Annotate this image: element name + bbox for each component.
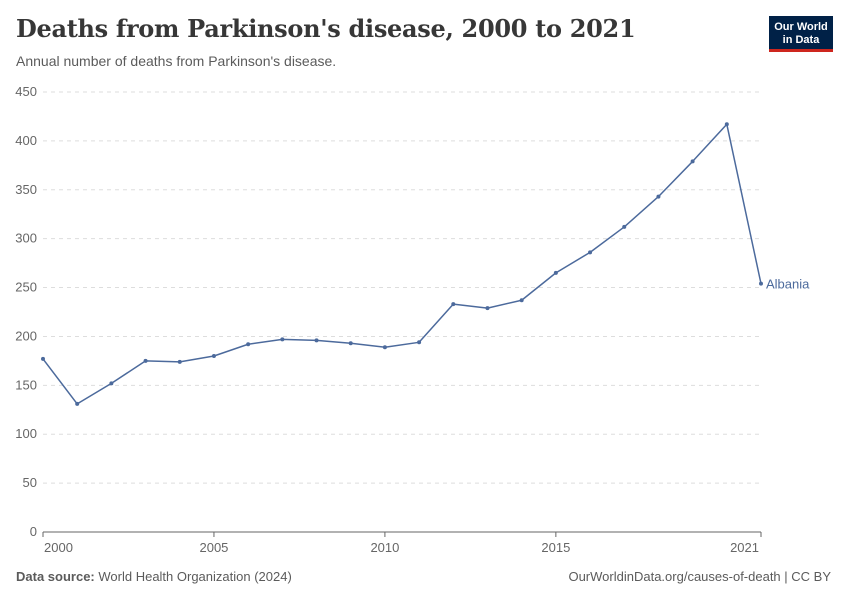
x-tick-label-2010: 2010 bbox=[370, 540, 399, 555]
logo-line-1: Our World bbox=[774, 21, 828, 33]
data-source-label: Data source: bbox=[16, 569, 95, 584]
y-tick-label-0: 0 bbox=[30, 524, 37, 539]
x-tick-label-2015: 2015 bbox=[541, 540, 570, 555]
series-label-albania: Albania bbox=[766, 277, 810, 292]
data-point-2013 bbox=[485, 306, 490, 311]
data-point-2018 bbox=[656, 194, 661, 199]
data-point-2002 bbox=[109, 381, 114, 386]
data-point-2010 bbox=[382, 345, 387, 350]
data-source-link[interactable]: World Health Organization (2024) bbox=[98, 569, 292, 584]
data-point-2017 bbox=[622, 224, 627, 229]
y-tick-label-450: 450 bbox=[15, 84, 37, 99]
data-point-2001 bbox=[75, 401, 80, 406]
data-point-2004 bbox=[177, 359, 182, 364]
data-point-2003 bbox=[143, 358, 148, 363]
y-axis-ticks: 0 50 100 150 200 250 300 350 400 450 bbox=[15, 84, 37, 539]
series-lines bbox=[42, 123, 762, 405]
data-point-2007 bbox=[280, 337, 285, 342]
owid-logo[interactable]: Our World in Data bbox=[769, 16, 833, 52]
grid-lines bbox=[43, 91, 761, 484]
data-point-2011 bbox=[417, 340, 422, 345]
data-point-2005 bbox=[211, 354, 216, 358]
chart-subtitle: Annual number of deaths from Parkinson's… bbox=[16, 53, 337, 69]
y-tick-label-350: 350 bbox=[15, 182, 37, 197]
data-source: Data source: World Health Organization (… bbox=[16, 569, 292, 584]
y-tick-label-300: 300 bbox=[15, 231, 37, 246]
data-point-2019 bbox=[690, 159, 695, 164]
y-tick-label-150: 150 bbox=[15, 377, 37, 392]
data-point-2009 bbox=[348, 341, 353, 346]
data-points bbox=[41, 122, 763, 406]
series-labels: Albania bbox=[766, 277, 810, 292]
data-point-2000 bbox=[41, 356, 45, 361]
data-point-2008 bbox=[314, 338, 319, 343]
y-tick-label-100: 100 bbox=[15, 426, 37, 441]
data-point-2015 bbox=[553, 270, 558, 275]
y-tick-label-250: 250 bbox=[15, 280, 37, 295]
data-point-2020 bbox=[724, 122, 729, 127]
line-chart: 0 50 100 150 200 250 300 350 400 450 2000 2005 2010… bbox=[15, 84, 810, 555]
data-point-2006 bbox=[246, 342, 251, 347]
x-tick-label-2021: 2021 bbox=[730, 540, 759, 555]
x-tick-label-2000: 2000 bbox=[44, 540, 73, 555]
data-point-2014 bbox=[519, 298, 524, 303]
footer-url[interactable]: OurWorldinData.org/causes-of-death | CC … bbox=[568, 569, 831, 584]
logo-line-2: in Data bbox=[782, 34, 820, 46]
y-tick-label-50: 50 bbox=[23, 475, 37, 490]
series-line-albania bbox=[42, 123, 762, 405]
data-point-2012 bbox=[451, 302, 456, 307]
y-tick-label-200: 200 bbox=[15, 328, 37, 343]
y-tick-label-400: 400 bbox=[15, 133, 37, 148]
x-axis: 2000 2005 2010 2015 2021 bbox=[42, 531, 762, 555]
data-point-2021 bbox=[759, 281, 763, 286]
chart-title: Deaths from Parkinson's disease, 2000 to… bbox=[16, 14, 636, 43]
x-tick-label-2005: 2005 bbox=[199, 540, 228, 555]
data-point-2016 bbox=[588, 250, 593, 255]
